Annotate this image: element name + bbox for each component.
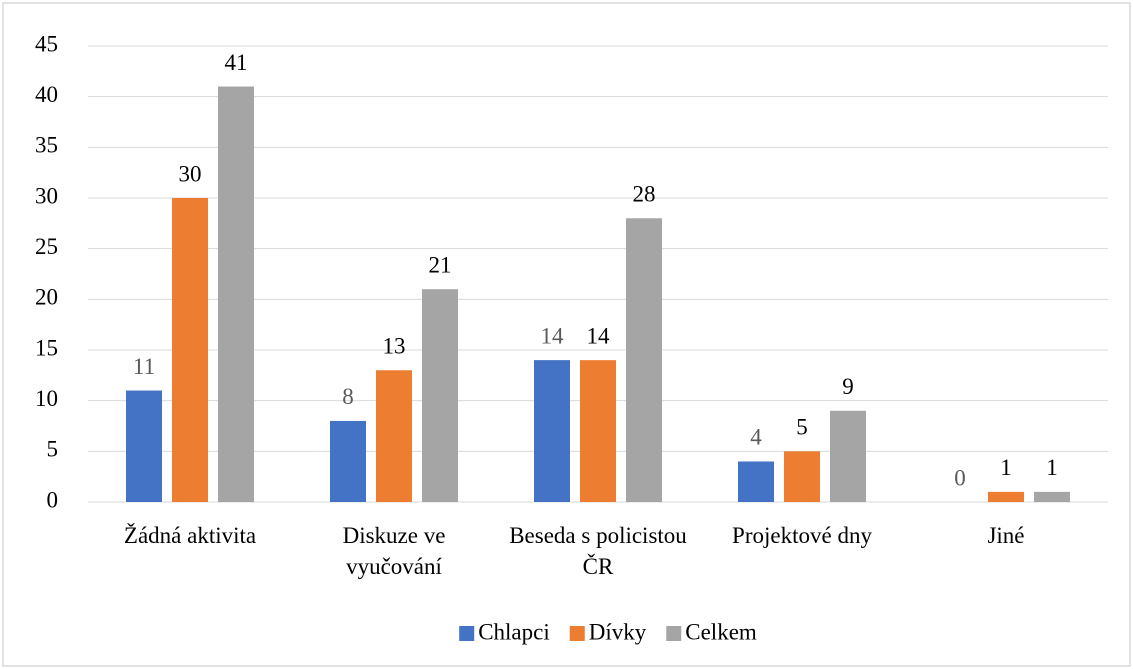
legend: Chlapci Dívky Celkem [459, 619, 757, 644]
bar [580, 360, 616, 502]
y-tick-label: 30 [35, 183, 58, 208]
data-label: 1 [1046, 455, 1058, 480]
data-label: 0 [954, 465, 966, 490]
y-tick-label: 20 [35, 285, 58, 310]
bar [422, 289, 458, 502]
bar [784, 451, 820, 502]
bar [534, 360, 570, 502]
data-label: 1 [1000, 455, 1012, 480]
bar [172, 198, 208, 502]
bar [126, 390, 162, 502]
legend-label: Chlapci [478, 619, 550, 644]
x-tick-label: Jiné [987, 523, 1024, 548]
bar [988, 491, 1024, 502]
bar [738, 461, 774, 502]
y-tick-label: 5 [47, 437, 59, 462]
y-tick-label: 25 [35, 234, 58, 259]
bar [330, 420, 366, 502]
x-tick-label: Žádná aktivita [124, 523, 256, 548]
legend-swatch [569, 626, 585, 641]
legend-swatch [666, 626, 682, 641]
legend-label: Celkem [685, 619, 757, 644]
data-label: 11 [133, 354, 155, 379]
data-label: 14 [541, 323, 565, 348]
x-tick-label: Diskuze ve vyučování [343, 523, 446, 579]
data-label: 9 [842, 374, 854, 399]
data-label: 14 [587, 323, 611, 348]
data-label: 28 [633, 182, 656, 207]
data-label: 13 [383, 334, 406, 359]
bar [376, 370, 412, 502]
bar [218, 86, 254, 503]
y-tick-label: 45 [35, 31, 58, 56]
y-tick-label: 10 [35, 386, 58, 411]
data-label: 30 [179, 161, 202, 186]
y-tick-label: 15 [35, 335, 58, 360]
data-label: 41 [225, 50, 248, 75]
data-label: 4 [750, 425, 762, 450]
legend-swatch [459, 626, 475, 641]
y-tick-label: 40 [35, 82, 58, 107]
bar [830, 410, 866, 502]
y-tick-label: 0 [47, 487, 59, 512]
x-tick-label: Projektové dny [732, 523, 872, 548]
data-label: 21 [429, 252, 452, 277]
bar [1034, 491, 1070, 502]
data-label: 8 [342, 384, 354, 409]
bar [626, 218, 662, 502]
y-tick-label: 35 [35, 133, 58, 158]
data-label: 5 [796, 415, 808, 440]
legend-label: Dívky [589, 619, 647, 644]
x-tick-label: Beseda s policistou ČR [509, 523, 687, 579]
